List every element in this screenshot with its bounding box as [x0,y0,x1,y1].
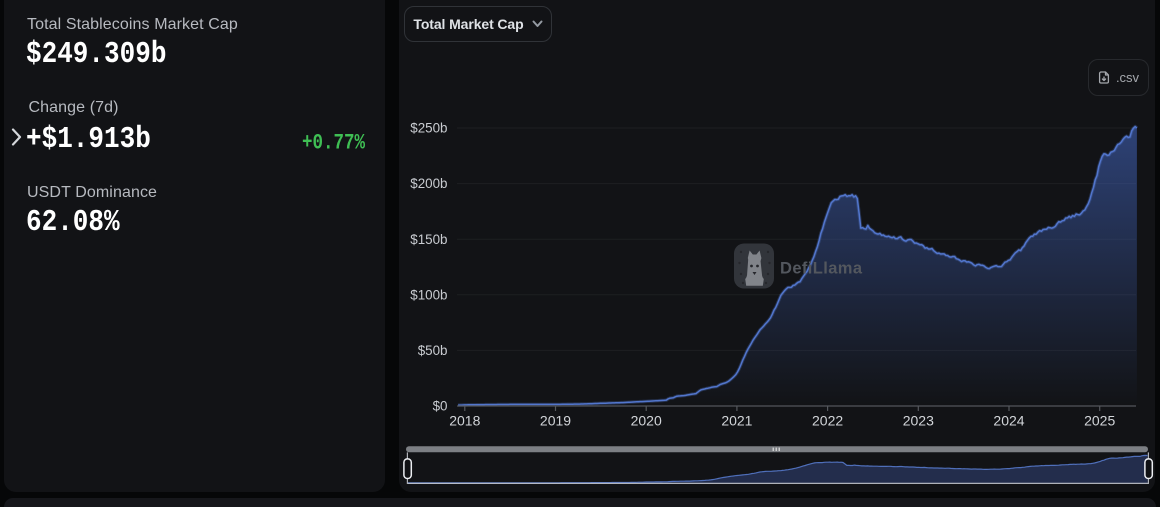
svg-text:2020: 2020 [631,413,662,429]
svg-text:2018: 2018 [449,413,480,429]
svg-text:2022: 2022 [812,413,843,429]
svg-text:2021: 2021 [721,413,752,429]
svg-text:$150b: $150b [410,232,447,247]
svg-text:$50b: $50b [418,343,448,358]
svg-text:2025: 2025 [1084,413,1115,429]
svg-text:DefiLlama: DefiLlama [780,260,863,278]
svg-text:$100b: $100b [410,287,447,302]
svg-text:2019: 2019 [540,413,571,429]
svg-text:2024: 2024 [993,413,1024,429]
svg-text:$200b: $200b [410,176,447,191]
svg-text:$250b: $250b [410,121,447,136]
svg-text:$0: $0 [433,399,448,414]
svg-text:2023: 2023 [903,413,934,429]
